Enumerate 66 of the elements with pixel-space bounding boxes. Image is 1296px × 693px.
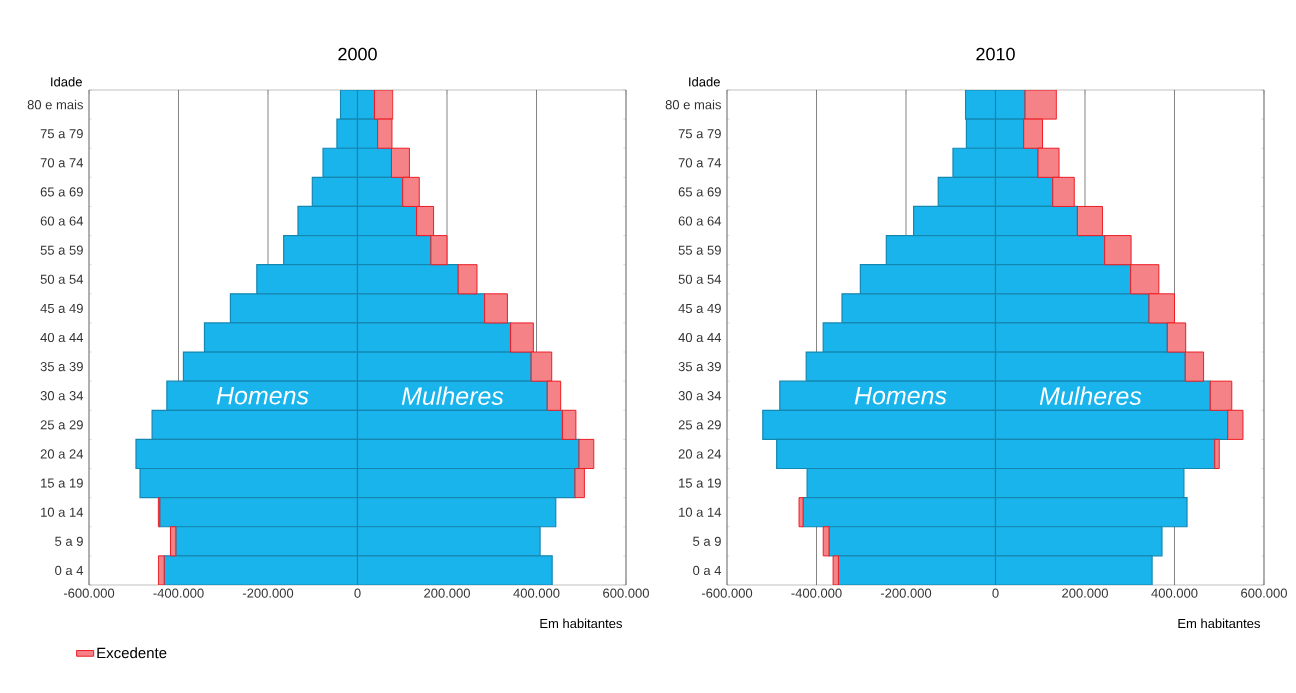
x-tick-label: 0: [354, 588, 361, 598]
y-tick-label: 0 a 4: [693, 565, 722, 576]
x-tick-label: 600.000: [1241, 588, 1287, 598]
y-tick-label: 10 a 14: [41, 507, 84, 517]
bar: [169, 526, 177, 557]
y-tick-label: 80 e mais: [27, 99, 83, 110]
bar: [484, 293, 508, 324]
x-axis-title: Em habitantes: [1178, 618, 1260, 629]
y-tick-label: 65 a 69: [40, 187, 83, 197]
y-tick-label: 45 a 49: [678, 303, 721, 313]
x-tick-label: -200.000: [242, 588, 294, 598]
y-tick-label: 75 a 79: [40, 129, 83, 139]
x-tick-label: -600.000: [63, 588, 115, 598]
y-axis-title: Idade: [51, 76, 82, 87]
y-tick-label: 40 a 44: [40, 332, 84, 343]
y-tick-label: 80 e mais: [665, 99, 721, 110]
y-tick-label: 5 a 9: [693, 536, 721, 546]
x-tick-label: 400.000: [1151, 588, 1198, 598]
y-tick-label: 70 a 74: [678, 158, 722, 168]
chart-title: 2010: [976, 47, 1015, 61]
y-tick-label: 60 a 64: [40, 216, 84, 226]
bar: [457, 264, 478, 295]
y-tick-label: 30 a 34: [40, 391, 84, 401]
y-axis-title: Idade: [689, 76, 720, 87]
x-tick-label: 0: [992, 588, 999, 598]
series-label: Mulheres: [1039, 386, 1142, 405]
y-tick-label: 5 a 9: [55, 536, 83, 546]
y-tick-label: 60 a 64: [678, 216, 722, 226]
x-tick-label: -600.000: [701, 588, 753, 598]
y-tick-label: 15 a 19: [41, 478, 83, 488]
y-tick-label: 45 a 49: [40, 303, 83, 313]
y-tick-label: 65 a 69: [678, 187, 721, 197]
x-tick-label: -400.000: [791, 588, 842, 598]
y-tick-label: 15 a 19: [679, 478, 721, 488]
series-label: Homens: [854, 387, 947, 405]
x-tick-label: 200.000: [1062, 588, 1108, 598]
bar: [798, 497, 804, 528]
y-tick-label: 55 a 59: [40, 245, 83, 255]
bar: [822, 526, 830, 557]
series-label: Homens: [216, 387, 309, 405]
bar: [1214, 438, 1220, 470]
y-tick-label: 75 a 79: [678, 129, 721, 139]
y-tick-label: 35 a 39: [678, 362, 721, 372]
y-tick-label: 25 a 29: [678, 420, 721, 430]
y-tick-label: 50 a 54: [678, 274, 722, 284]
y-tick-label: 10 a 14: [679, 507, 722, 517]
y-tick-label: 20 a 24: [678, 449, 722, 459]
y-tick-label: 40 a 44: [678, 332, 722, 343]
x-axis-title: Em habitantes: [540, 618, 622, 629]
y-tick-label: 30 a 34: [678, 391, 722, 401]
y-tick-label: 70 a 74: [40, 158, 84, 168]
y-tick-label: 50 a 54: [40, 274, 84, 284]
x-tick-label: 200.000: [424, 588, 470, 598]
y-tick-label: 25 a 29: [40, 420, 83, 430]
x-tick-label: 600.000: [603, 588, 649, 598]
y-tick-label: 55 a 59: [678, 245, 721, 255]
chart-title: 2000: [338, 47, 377, 61]
bar: [832, 555, 839, 585]
series-label: Mulheres: [401, 386, 504, 405]
x-tick-label: -400.000: [153, 588, 204, 598]
legend-label: Excedente: [97, 647, 167, 659]
x-tick-label: -200.000: [880, 588, 932, 598]
y-tick-label: 0 a 4: [55, 565, 84, 576]
x-tick-label: 400.000: [513, 588, 560, 598]
y-tick-label: 20 a 24: [40, 449, 84, 459]
y-tick-label: 35 a 39: [40, 362, 83, 372]
